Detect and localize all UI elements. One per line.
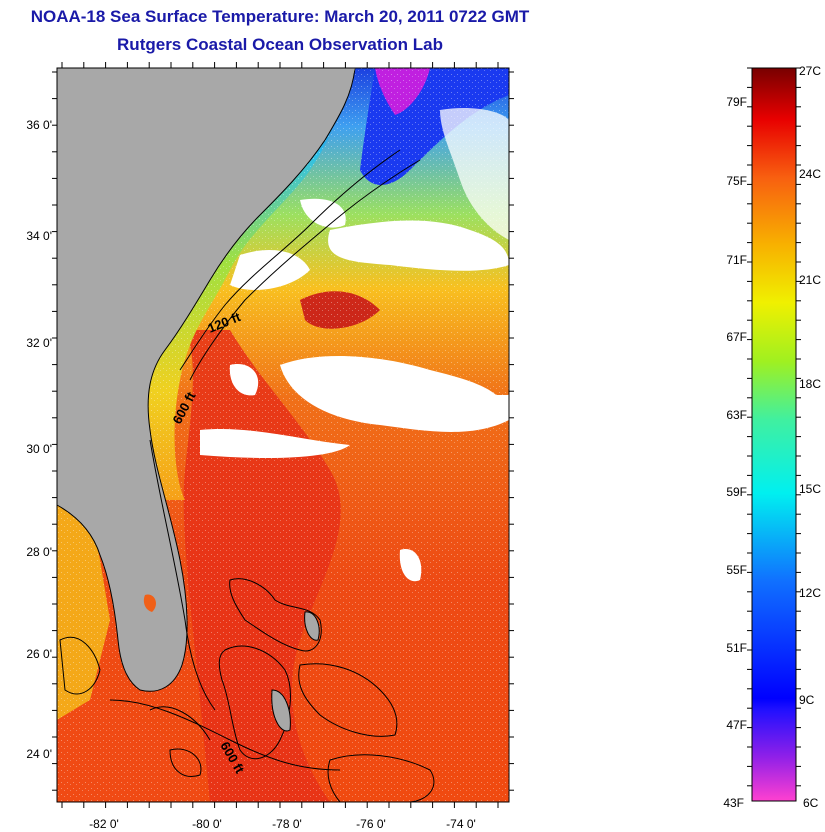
map-title: NOAA-18 Sea Surface Temperature: March 2… bbox=[30, 7, 530, 26]
colorbar-f-label: 47F bbox=[726, 718, 747, 732]
lon-label-76: -76 0' bbox=[356, 817, 386, 831]
colorbar-c-label: 21C bbox=[799, 273, 821, 287]
lat-label-30: 30 0' bbox=[26, 442, 52, 456]
colorbar-c-label: 18C bbox=[799, 377, 821, 391]
map-subtitle: Rutgers Coastal Ocean Observation Lab bbox=[117, 35, 443, 54]
axis-ticks bbox=[52, 62, 514, 808]
lat-label-32: 32 0' bbox=[26, 336, 52, 350]
lon-label-74: -74 0' bbox=[446, 817, 476, 831]
colorbar-c-label: 9C bbox=[799, 693, 815, 707]
colorbar-c-label: 15C bbox=[799, 482, 821, 496]
colorbar-c-label: 27C bbox=[799, 64, 821, 78]
colorbar-f-label: 79F bbox=[726, 95, 747, 109]
colorbar-c-label: 24C bbox=[799, 167, 821, 181]
lon-label-80: -80 0' bbox=[192, 817, 222, 831]
colorbar-f-label: 51F bbox=[726, 641, 747, 655]
lat-label-36: 36 0' bbox=[26, 118, 52, 132]
colorbar-f-label: 63F bbox=[726, 408, 747, 422]
lat-label-34: 34 0' bbox=[26, 229, 52, 243]
lon-label-78: -78 0' bbox=[272, 817, 302, 831]
lat-label-28: 28 0' bbox=[26, 545, 52, 559]
bathymetry-contours bbox=[59, 149, 435, 803]
colorbar-c-label: 6C bbox=[803, 796, 819, 810]
bahamas-island bbox=[304, 611, 320, 641]
colorbar-c-label: 12C bbox=[799, 586, 821, 600]
lat-label-24: 24 0' bbox=[26, 747, 52, 761]
lon-label-82: -82 0' bbox=[89, 817, 119, 831]
colorbar-f-label: 55F bbox=[726, 563, 747, 577]
map-frame bbox=[56, 67, 510, 803]
temperature-colorbar bbox=[751, 67, 797, 802]
colorbar-f-label: 43F bbox=[723, 796, 744, 810]
colorbar-f-label: 59F bbox=[726, 485, 747, 499]
colorbar-f-label: 71F bbox=[726, 253, 747, 267]
colorbar-f-label: 75F bbox=[726, 174, 747, 188]
lat-label-26: 26 0' bbox=[26, 647, 52, 661]
land-mass bbox=[56, 67, 356, 692]
colorbar-f-label: 67F bbox=[726, 330, 747, 344]
lake-okeechobee bbox=[143, 594, 156, 612]
colorbar-ticks bbox=[747, 67, 801, 787]
bahamas-island bbox=[271, 689, 291, 732]
